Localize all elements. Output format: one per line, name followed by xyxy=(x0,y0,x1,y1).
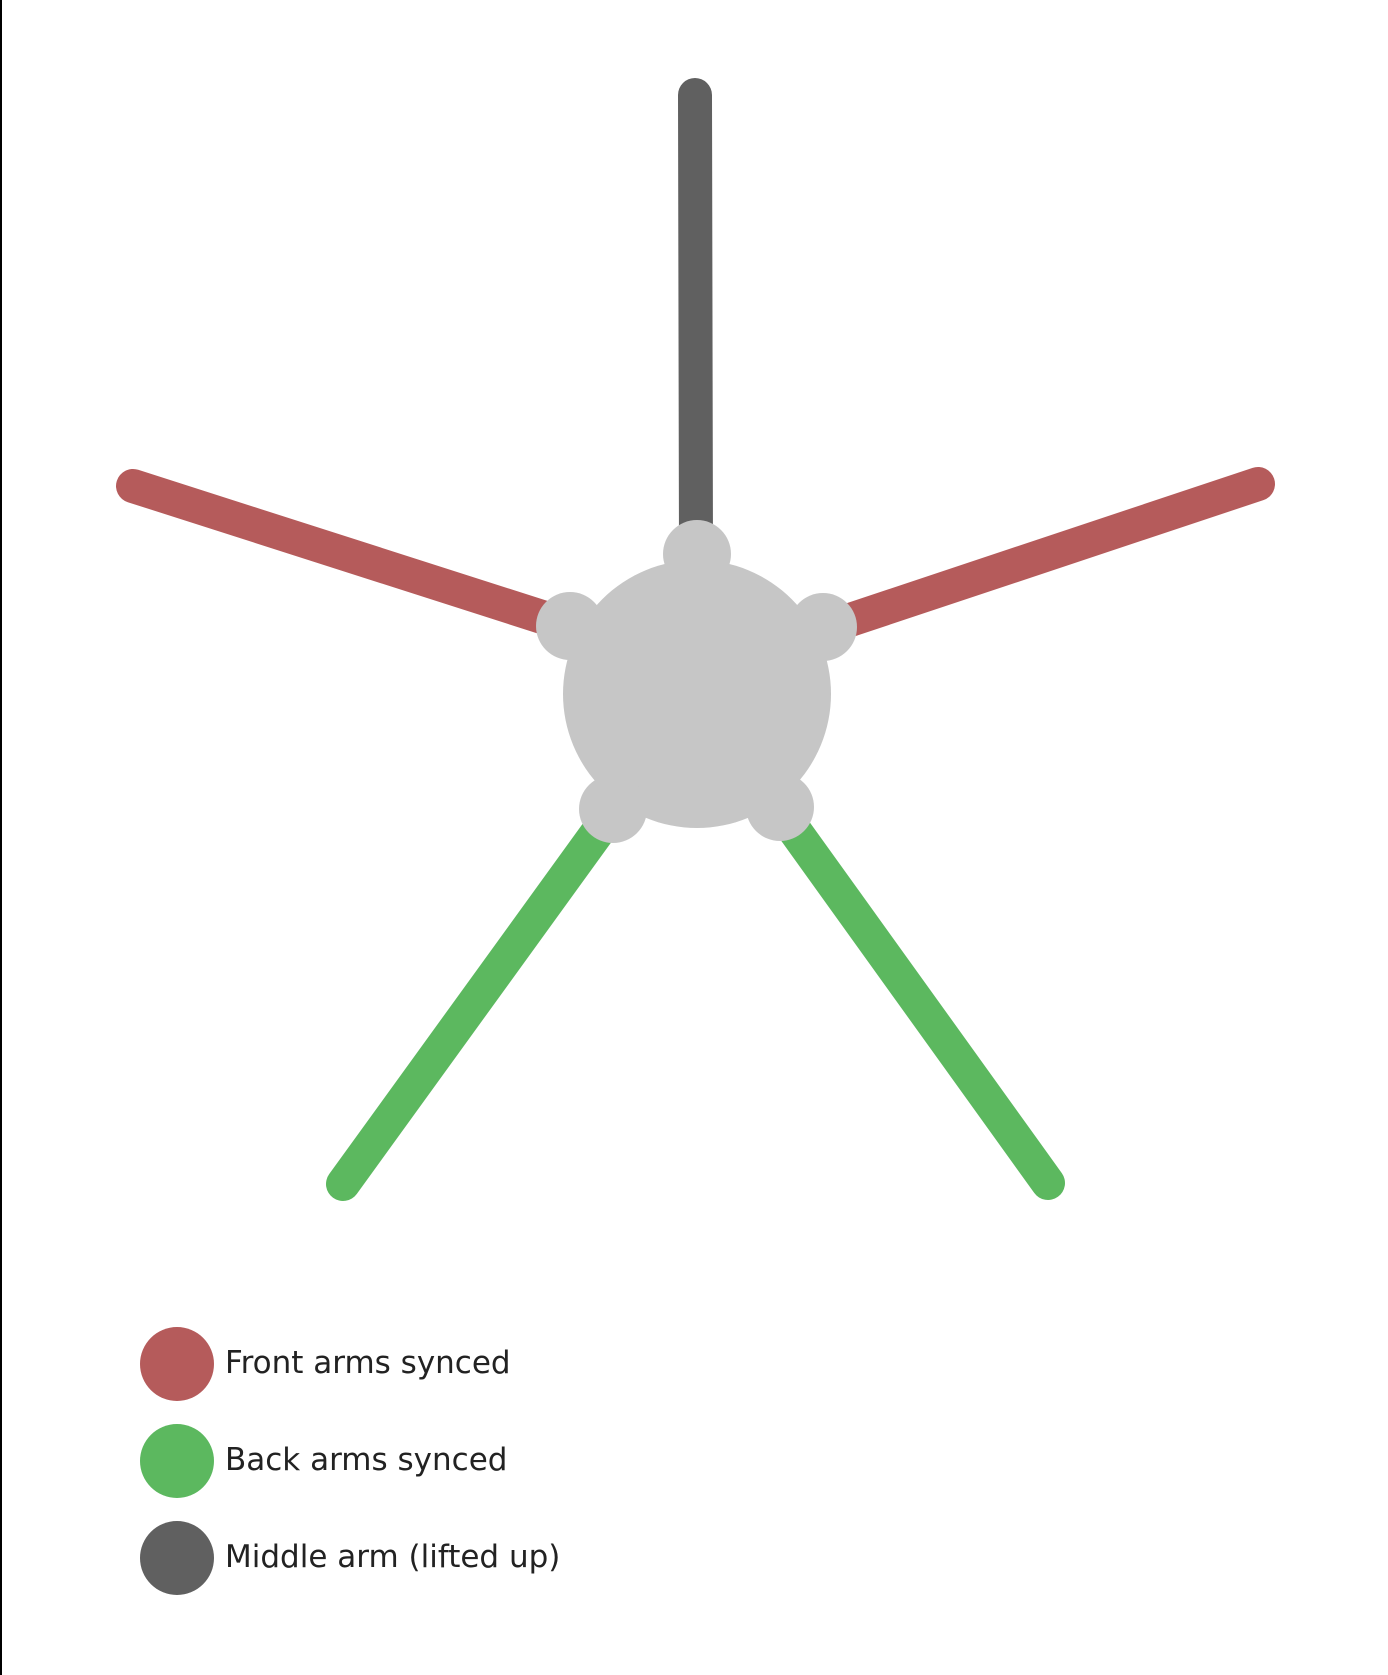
legend-item-front: Front arms synced xyxy=(140,1327,660,1401)
joint-middle xyxy=(663,520,731,588)
left-border-line xyxy=(0,0,2,1675)
arm-back-left xyxy=(326,798,627,1201)
joint-front-right xyxy=(789,593,857,661)
arm-middle xyxy=(678,78,713,572)
joint-back-left xyxy=(579,775,647,843)
joint-front-left xyxy=(536,592,604,660)
joint-back-right xyxy=(746,773,814,841)
legend-item-back: Back arms synced xyxy=(140,1424,660,1498)
robot-body xyxy=(536,520,857,843)
body-center xyxy=(563,560,831,828)
legend-swatch-middle xyxy=(140,1521,214,1595)
legend-label-front: Front arms synced xyxy=(225,1345,511,1381)
arm-front-left xyxy=(116,469,587,643)
arm-front-right xyxy=(803,467,1275,647)
legend-swatch-front xyxy=(140,1327,214,1401)
arm-back-right xyxy=(763,793,1065,1200)
legend-item-middle: Middle arm (lifted up) xyxy=(140,1521,660,1595)
legend-swatch-back xyxy=(140,1424,214,1498)
legend-label-middle: Middle arm (lifted up) xyxy=(225,1539,561,1575)
legend-label-back: Back arms synced xyxy=(225,1442,508,1478)
